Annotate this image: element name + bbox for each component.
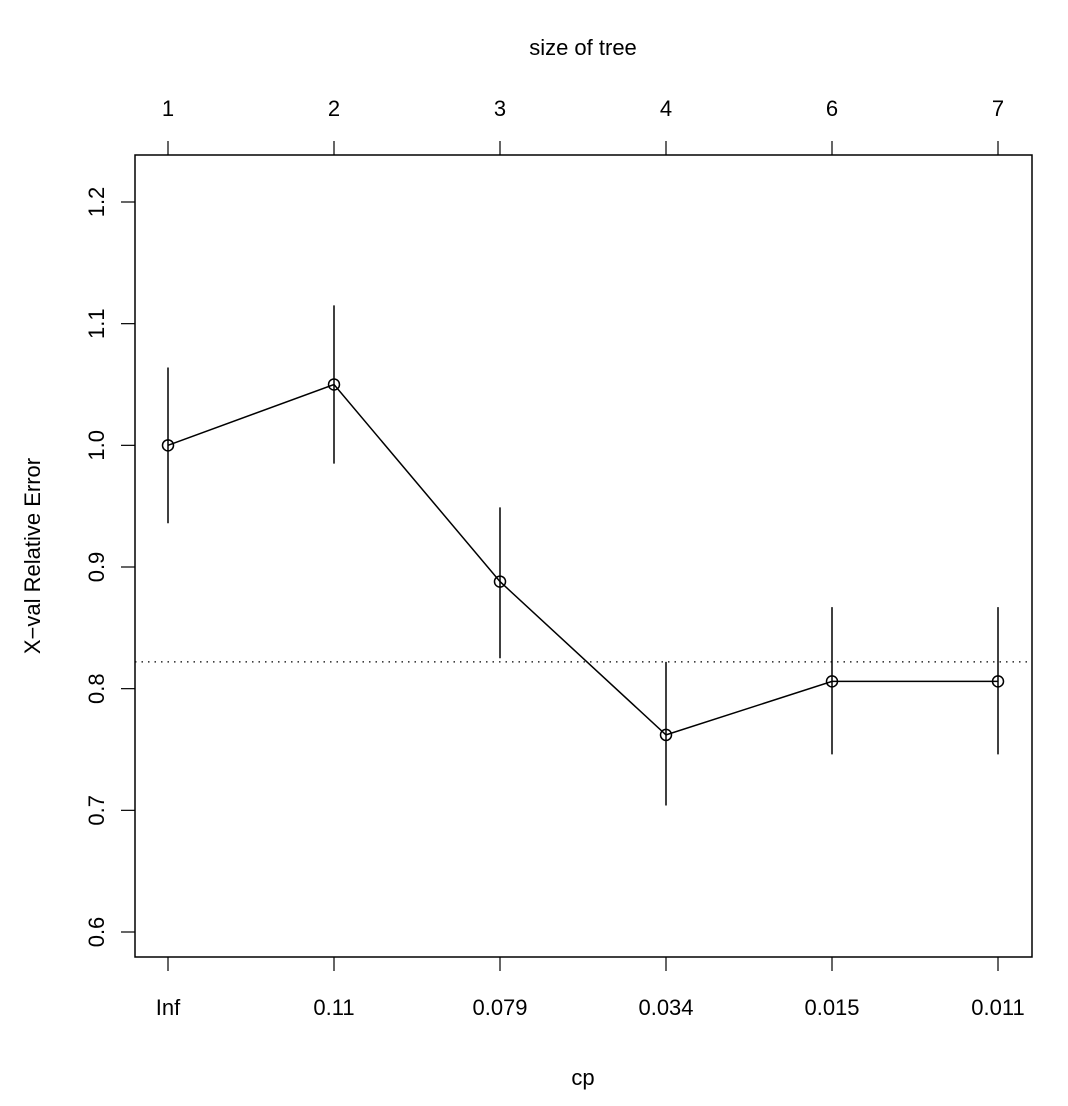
top-tick-label: 2 <box>328 96 340 121</box>
data-point-marker <box>493 575 507 588</box>
x-tick-label: 0.11 <box>313 995 354 1020</box>
data-point-marker <box>659 728 673 742</box>
y-tick-label: 0.7 <box>84 795 109 826</box>
x-tick-label: Inf <box>156 995 181 1020</box>
y-tick-label: 1.1 <box>84 308 109 339</box>
x-tick-label: 0.015 <box>804 995 859 1020</box>
top-axis-label: size of tree <box>529 35 637 60</box>
data-point-marker <box>161 439 175 452</box>
y-tick-label: 0.6 <box>84 917 109 948</box>
x-tick-label: 0.034 <box>638 995 693 1020</box>
y-axis-label: X−val Relative Error <box>20 458 45 654</box>
top-tick-label: 6 <box>826 96 838 121</box>
top-tick-label: 3 <box>494 96 506 121</box>
data-point-marker <box>327 378 341 391</box>
x-axis-label: cp <box>571 1065 594 1090</box>
y-tick-label: 0.9 <box>84 552 109 583</box>
top-tick-label: 1 <box>162 96 174 121</box>
y-tick-label: 0.8 <box>84 673 109 704</box>
top-tick-label: 4 <box>660 96 672 121</box>
data-point-marker <box>991 675 1005 688</box>
top-tick-label: 7 <box>992 96 1004 121</box>
x-tick-label: 0.011 <box>971 995 1024 1020</box>
y-tick-label: 1.2 <box>84 187 109 218</box>
y-tick-label: 1.0 <box>84 430 109 461</box>
x-tick-label: 0.079 <box>472 995 527 1020</box>
series-line <box>167 383 998 736</box>
plot-frame <box>134 154 1033 958</box>
data-point-marker <box>825 675 839 688</box>
